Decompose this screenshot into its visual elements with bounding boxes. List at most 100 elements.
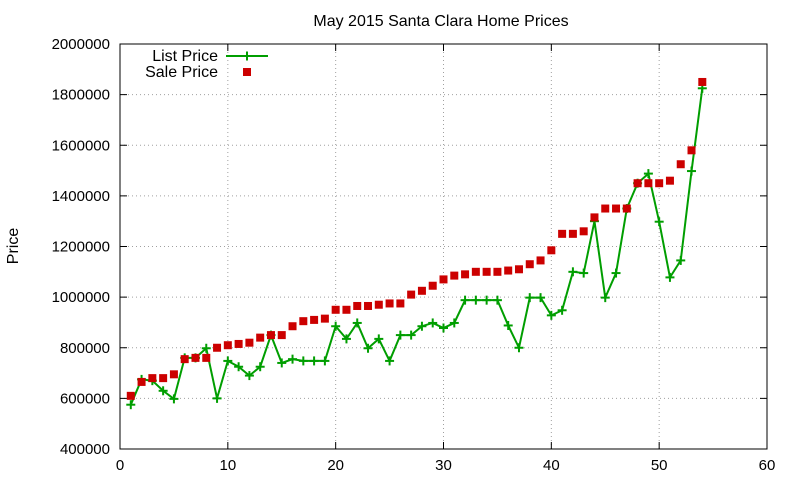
- sale-price-point: [579, 227, 588, 236]
- sale-price-point: [299, 317, 308, 326]
- sale-price-point: [169, 370, 178, 379]
- list-price-point: [460, 295, 470, 305]
- sale-price-point: [461, 270, 470, 279]
- sale-price-point: [180, 355, 189, 364]
- list-price-point: [244, 371, 254, 381]
- sale-price-point: [374, 300, 383, 309]
- sale-price-point: [385, 299, 394, 308]
- list-price-point: [428, 318, 438, 328]
- sale-price-point: [148, 374, 157, 383]
- list-price-point: [654, 217, 664, 227]
- x-tick-label: 40: [543, 457, 560, 474]
- list-price-point: [320, 356, 330, 366]
- list-price-point: [665, 272, 675, 282]
- grid-lines: [120, 44, 767, 449]
- sale-price-point: [213, 343, 222, 352]
- sale-price-point: [471, 267, 480, 276]
- list-price-point: [503, 320, 513, 330]
- sale-price-point: [644, 179, 653, 188]
- list-price-point: [126, 400, 136, 410]
- list-price-point: [449, 318, 459, 328]
- legend: List Price Sale Price: [145, 48, 268, 81]
- sale-price-point: [256, 333, 265, 342]
- list-price-point: [395, 330, 405, 340]
- sale-price-point: [482, 267, 491, 276]
- sale-price-point: [234, 339, 243, 348]
- list-price-point: [406, 330, 416, 340]
- y-tick-label: 1200000: [52, 239, 110, 256]
- x-tick-label: 60: [759, 457, 776, 474]
- sale-price-point: [568, 229, 577, 238]
- x-tick-label: 20: [327, 457, 344, 474]
- list-price-point: [579, 268, 589, 278]
- list-price-point: [309, 356, 319, 366]
- sale-price-point: [320, 314, 329, 323]
- plot-border: [119, 43, 768, 450]
- list-price-point: [471, 295, 481, 305]
- list-price-point: [374, 334, 384, 344]
- list-price-point: [492, 295, 502, 305]
- x-tick-label: 0: [116, 457, 124, 474]
- list-price-point: [439, 323, 448, 333]
- list-price-point: [568, 267, 578, 277]
- y-tick-label: 1400000: [52, 188, 110, 205]
- list-price-point: [546, 310, 556, 320]
- list-price-point: [223, 356, 233, 366]
- x-tick-label: 30: [435, 457, 452, 474]
- sale-price-point: [622, 204, 631, 213]
- legend-label-sale-price: Sale Price: [145, 64, 218, 81]
- list-price-point: [277, 358, 287, 368]
- sale-price-point: [396, 299, 405, 308]
- legend-marker-sale-price: [243, 68, 251, 76]
- y-tick-label: 400000: [60, 441, 110, 458]
- sale-price-point: [353, 301, 362, 310]
- sale-price-point: [665, 176, 674, 185]
- list-price-point: [352, 318, 362, 328]
- list-price-point: [514, 343, 524, 353]
- sale-price-point: [439, 275, 448, 284]
- legend-marker-list-price: [242, 51, 252, 61]
- sale-price-point: [159, 374, 168, 383]
- sale-price-point: [245, 338, 254, 347]
- sale-price-point: [310, 315, 319, 324]
- sale-price-point: [331, 305, 340, 314]
- sale-price-point: [536, 256, 545, 265]
- sale-price-point: [417, 286, 426, 295]
- sale-price-point: [514, 265, 523, 274]
- list-price-point: [234, 362, 244, 372]
- sale-price-point: [364, 301, 373, 310]
- sale-price-point: [342, 305, 351, 314]
- y-tick-label: 1000000: [52, 289, 110, 306]
- sale-price-point: [428, 281, 437, 290]
- list-price-point: [169, 394, 179, 404]
- sale-price-point: [126, 391, 135, 400]
- y-tick-label: 1600000: [52, 137, 110, 154]
- list-price-point: [288, 354, 298, 364]
- sale-price-point: [493, 267, 502, 276]
- y-tick-label: 2000000: [52, 36, 110, 53]
- sale-price-point: [547, 246, 556, 255]
- list-price-point: [643, 169, 653, 179]
- list-price-point: [600, 293, 610, 303]
- list-price-point: [687, 166, 697, 176]
- sale-price-point: [525, 260, 534, 269]
- list-price-point: [676, 255, 686, 265]
- list-price-point: [482, 295, 492, 305]
- sale-price-point: [137, 377, 146, 386]
- list-price-point: [158, 386, 168, 396]
- sale-price-point: [191, 353, 200, 362]
- x-tick-label: 50: [651, 457, 668, 474]
- sale-price-point: [558, 229, 567, 238]
- list-price-point: [536, 293, 546, 303]
- sale-price-point: [687, 146, 696, 155]
- sale-price-point: [655, 179, 664, 188]
- sale-price-point: [202, 353, 211, 362]
- y-tick-label: 600000: [60, 390, 110, 407]
- sale-price-point: [450, 271, 459, 280]
- legend-label-list-price: List Price: [152, 48, 218, 65]
- sale-price-point: [590, 213, 599, 222]
- list-price-point: [201, 343, 211, 353]
- sale-price-point: [633, 179, 642, 188]
- list-price-point: [385, 356, 395, 366]
